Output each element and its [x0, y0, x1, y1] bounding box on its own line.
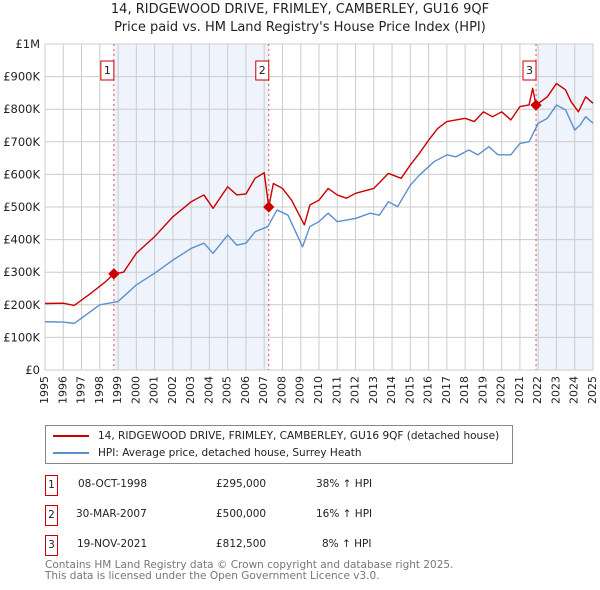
x-tick-label: 2014: [385, 376, 398, 404]
y-tick-label: £500K: [3, 200, 40, 214]
transaction-date: 08-OCT-1998: [78, 478, 147, 490]
x-tick-label: 2022: [531, 376, 544, 404]
x-tick-label: 2021: [513, 376, 526, 404]
x-tick-label: 1996: [56, 376, 69, 404]
y-tick-label: £800K: [3, 102, 40, 116]
footer-attribution: Contains HM Land Registry data © Crown c…: [45, 560, 453, 582]
x-tick-label: 2009: [294, 376, 307, 404]
x-tick-label: 2007: [257, 376, 270, 404]
x-tick-label: 2004: [202, 376, 215, 404]
x-tick-label: 2020: [495, 376, 508, 404]
x-tick-label: 2023: [549, 376, 562, 404]
transaction-price: £812,500: [216, 538, 267, 550]
transaction-price: £295,000: [216, 478, 267, 490]
legend-label: HPI: Average price, detached house, Surr…: [98, 447, 362, 459]
x-tick-label: 2024: [568, 376, 581, 404]
x-tick-label: 2003: [184, 376, 197, 404]
x-tick-label: 2018: [458, 376, 471, 404]
sale-point: [263, 201, 275, 213]
transaction-price: £500,000: [216, 508, 267, 520]
legend-swatch-blue: [53, 452, 89, 454]
y-tick-label: £0: [25, 363, 40, 377]
x-tick-label: 2015: [403, 376, 416, 404]
transaction-hpi: 16% ↑ HPI: [316, 508, 373, 520]
chart-legend: 14, RIDGEWOOD DRIVE, FRIMLEY, CAMBERLEY,…: [45, 425, 513, 464]
y-tick-label: £900K: [3, 70, 40, 84]
x-tick-label: 2005: [221, 376, 234, 404]
sale-label: 1: [104, 64, 111, 77]
transaction-row: 2 30-MAR-2007 £500,000 16% ↑ HPI: [45, 505, 445, 526]
x-tick-label: 2025: [586, 376, 599, 404]
price-chart: 1995 1996 1997 1998 1999 2000 2001 2002 2003 2004…: [3, 37, 599, 404]
x-tick-label: 2010: [312, 376, 325, 404]
x-tick-label: 2012: [349, 376, 362, 404]
x-tick-label: 2017: [440, 376, 453, 404]
legend-label: 14, RIDGEWOOD DRIVE, FRIMLEY, CAMBERLEY,…: [98, 430, 500, 442]
x-tick-label: 2006: [239, 376, 252, 404]
sale-label: 3: [526, 64, 533, 77]
series-line: [44, 104, 594, 325]
x-tick-label: 2013: [367, 376, 380, 404]
transaction-badge: 2: [45, 505, 58, 526]
chart-subtitle: Price paid vs. HM Land Registry's House …: [114, 20, 486, 35]
transaction-row: 1 08-OCT-1998 £295,000 38% ↑ HPI: [45, 475, 445, 496]
transaction-row: 3 19-NOV-2021 £812,500 8% ↑ HPI: [45, 535, 445, 556]
x-tick-label: 2008: [275, 376, 288, 404]
x-tick-label: 2001: [148, 376, 161, 404]
x-tick-label: 1997: [75, 376, 88, 404]
x-tick-label: 2000: [129, 376, 142, 404]
y-tick-label: £100K: [3, 330, 40, 344]
legend-swatch-red: [53, 435, 89, 437]
footer-line: This data is licensed under the Open Gov…: [45, 570, 380, 582]
transaction-badge: 3: [45, 535, 58, 556]
transaction-date: 30-MAR-2007: [76, 508, 147, 520]
transaction-hpi: 38% ↑ HPI: [316, 478, 373, 490]
y-tick-label: £300K: [3, 265, 40, 279]
y-tick-label: £200K: [3, 298, 40, 312]
y-tick-label: £400K: [3, 233, 40, 247]
y-tick-label: £700K: [3, 135, 40, 149]
x-tick-label: 1999: [111, 376, 124, 404]
sale-label-box: [100, 60, 115, 81]
x-tick-label: 1998: [93, 376, 106, 404]
sale-label-box: [522, 60, 537, 81]
transaction-date: 19-NOV-2021: [77, 538, 148, 550]
plot-border: [44, 43, 594, 371]
chart-title: 14, RIDGEWOOD DRIVE, FRIMLEY, CAMBERLEY,…: [110, 2, 490, 17]
series-line: [44, 82, 594, 307]
x-tick-label: 2016: [422, 376, 435, 404]
x-tick-label: 1995: [38, 376, 51, 404]
x-tick-label: 2011: [330, 376, 343, 404]
transaction-hpi: 8% ↑ HPI: [322, 538, 372, 550]
y-tick-label: £1M: [15, 37, 40, 51]
transaction-badge: 1: [45, 475, 58, 496]
x-tick-label: 2019: [476, 376, 489, 404]
x-tick-label: 2002: [166, 376, 179, 404]
footer-line: Contains HM Land Registry data © Crown c…: [45, 559, 454, 571]
y-tick-label: £600K: [3, 167, 40, 181]
sale-label: 2: [259, 64, 266, 77]
sale-label-box: [255, 60, 270, 81]
